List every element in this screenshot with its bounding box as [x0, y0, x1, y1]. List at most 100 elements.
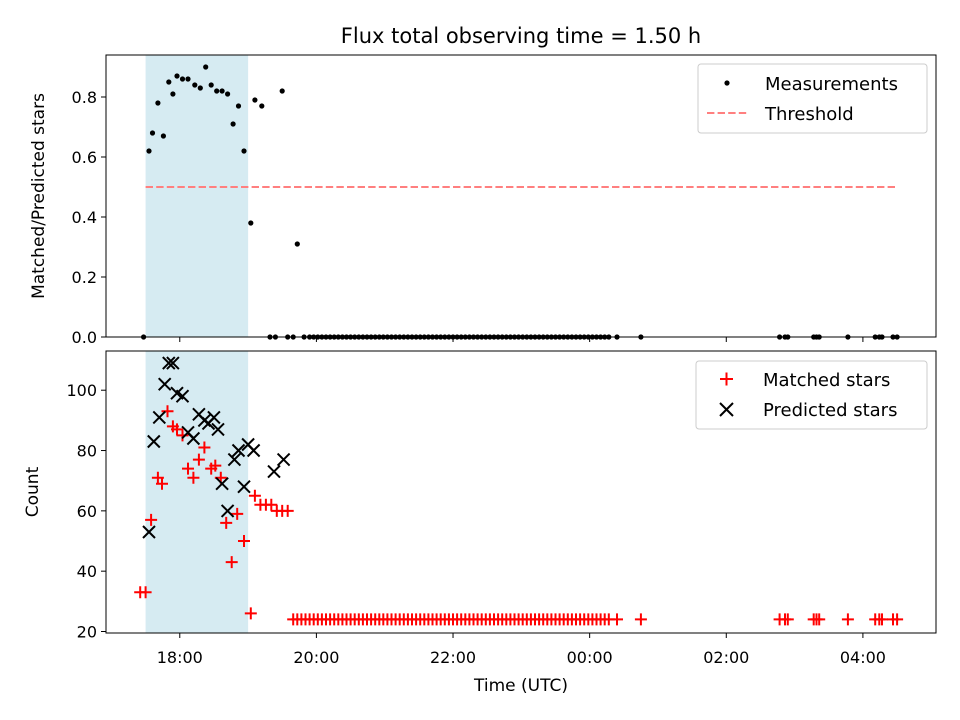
- matched-point-8: [176, 429, 189, 442]
- matched-point-4: [156, 477, 168, 490]
- predicted-point-1: [147, 434, 161, 449]
- matched-stars-series: [134, 405, 904, 626]
- measurement-point-4: [160, 133, 166, 139]
- top-ytick-label-2: 0.4: [72, 208, 97, 227]
- predicted-point-16: [220, 504, 235, 518]
- legend-threshold-label: Threshold: [764, 104, 854, 125]
- matched-point-1: [139, 586, 152, 599]
- predicted-point-23: [276, 452, 291, 467]
- bottom-legend: Matched stars Predicted stars: [695, 360, 928, 430]
- measurement-point-7: [174, 73, 180, 79]
- measurement-point-10: [192, 82, 198, 88]
- top-y-axis-label: Matched/Predicted stars: [29, 93, 49, 299]
- matched-point-27: [281, 504, 294, 517]
- bottom-xtick-label-0: 18:00: [157, 648, 203, 667]
- matched-point-119: [891, 613, 904, 626]
- predicted-point-2: [152, 410, 167, 425]
- matched-point-107: [634, 613, 647, 626]
- predicted-point-3: [157, 377, 172, 391]
- matched-point-11: [192, 453, 205, 466]
- legend-predicted-marker: [719, 402, 734, 417]
- top-legend-box: [697, 63, 928, 134]
- top-ytick-label-0: 0.0: [72, 328, 97, 347]
- bottom-y-axis: 20 40 60 80 100: [66, 381, 106, 641]
- bottom-xtick-label-3: 00:00: [567, 648, 613, 667]
- top-legend: Measurements Threshold: [697, 63, 928, 134]
- matched-point-117: [876, 613, 888, 626]
- measurement-point-9: [185, 76, 191, 82]
- top-plot-frame: [105, 54, 937, 338]
- matched-point-18: [231, 507, 244, 520]
- matched-point-21: [248, 489, 261, 502]
- measurement-point-6: [170, 91, 176, 97]
- matched-point-7: [171, 423, 183, 436]
- matched-point-14: [209, 459, 222, 472]
- matched-point-9: [182, 462, 194, 475]
- top-observing-span: [145, 55, 249, 337]
- measurement-point-5: [166, 79, 172, 85]
- predicted-point-9: [186, 431, 201, 446]
- predicted-point-4: [162, 356, 176, 370]
- top-panel: 0.00.20.40.60.8 Matched/Predicted stars …: [29, 54, 937, 347]
- legend-matched-label: Matched stars: [763, 370, 890, 391]
- bottom-ytick-label-4: 100: [66, 381, 97, 400]
- predicted-point-15: [215, 476, 229, 491]
- measurement-point-2: [149, 130, 156, 136]
- bottom-panel: 20 40 60 80 100 18:00 20:00 22:00 00:00 02:00 04:…: [23, 350, 937, 696]
- measurement-point-12: [203, 64, 209, 70]
- bottom-plot-frame: [105, 350, 937, 634]
- predicted-point-17: [227, 452, 242, 467]
- measurement-point-14: [214, 88, 220, 94]
- predicted-point-14: [211, 422, 225, 437]
- bottom-y-axis-label: Count: [23, 466, 43, 517]
- matched-point-110: [781, 613, 794, 626]
- measurement-point-17: [230, 121, 236, 127]
- predicted-point-22: [267, 464, 281, 479]
- legend-measurements-label: Measurements: [765, 74, 898, 95]
- matched-point-24: [265, 498, 278, 511]
- legend-predicted-label: Predicted stars: [763, 400, 897, 421]
- top-ytick-label-1: 0.2: [72, 268, 97, 287]
- predicted-point-19: [237, 479, 251, 494]
- matched-point-12: [198, 441, 211, 454]
- legend-matched-marker: [720, 372, 733, 386]
- predicted-point-18: [231, 443, 246, 458]
- top-ytick-label-3: 0.6: [72, 148, 97, 167]
- matched-point-20: [244, 607, 257, 620]
- measurement-point-22: [259, 103, 265, 109]
- measurement-point-16: [225, 91, 231, 97]
- matched-point-5: [161, 405, 174, 418]
- bottom-ytick-label-1: 40: [77, 562, 97, 581]
- measurement-point-1: [146, 148, 152, 154]
- bottom-xtick-label-2: 22:00: [430, 648, 476, 667]
- measurement-point-15: [219, 88, 225, 94]
- bottom-ytick-label-2: 60: [77, 502, 97, 521]
- matched-point-17: [225, 556, 238, 569]
- matched-point-19: [238, 535, 250, 547]
- matched-point-2: [145, 513, 158, 526]
- matched-point-114: [841, 613, 854, 626]
- predicted-point-21: [246, 443, 261, 458]
- matched-point-106: [611, 613, 623, 626]
- matched-point-16: [220, 516, 233, 529]
- matched-point-10: [187, 471, 200, 484]
- bottom-legend-box: [695, 360, 928, 430]
- predicted-stars-series: [142, 356, 291, 539]
- legend-measurements-marker: [724, 80, 730, 86]
- bottom-x-axis: 18:00 20:00 22:00 00:00 02:00 04:00: [157, 633, 886, 667]
- measurement-point-20: [248, 220, 254, 226]
- bottom-xtick-label-5: 04:00: [840, 648, 886, 667]
- measurement-point-18: [235, 103, 242, 109]
- measurement-point-11: [197, 85, 203, 91]
- measurement-point-13: [208, 82, 214, 88]
- bottom-ytick-label-0: 20: [77, 622, 97, 641]
- predicted-point-0: [142, 525, 156, 539]
- bottom-ytick-label-3: 80: [77, 442, 97, 461]
- predicted-point-7: [175, 389, 190, 403]
- matched-point-113: [813, 613, 826, 626]
- measurement-point-8: [179, 76, 186, 82]
- predicted-point-13: [207, 410, 221, 425]
- bottom-xtick-label-1: 20:00: [293, 648, 339, 667]
- measurement-point-28: [294, 241, 300, 247]
- measurement-point-19: [241, 148, 247, 154]
